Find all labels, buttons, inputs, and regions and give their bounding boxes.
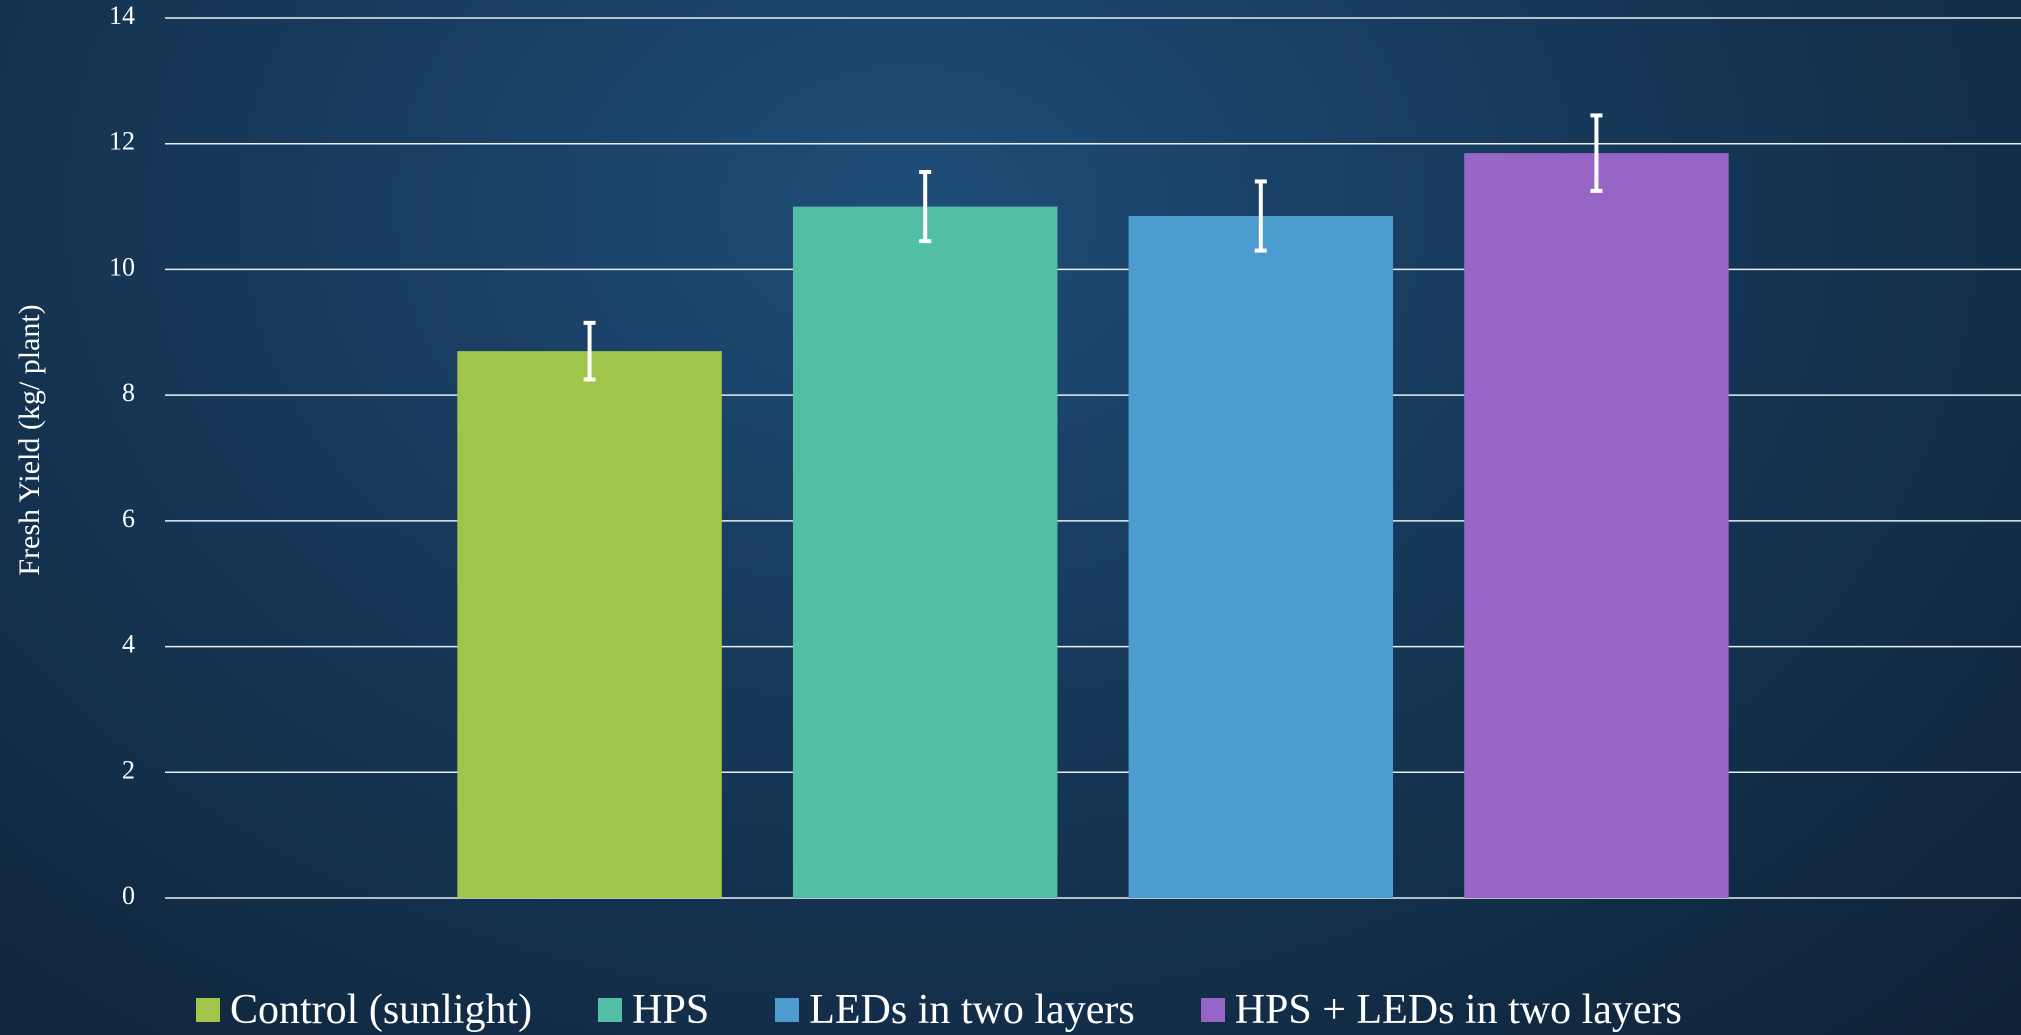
bar [1128,216,1394,898]
bar [792,206,1058,899]
y-tick-label: 10 [109,252,135,281]
legend-label: HPS [632,987,710,1033]
y-tick-label: 6 [122,504,135,533]
y-tick-label: 14 [109,1,135,30]
legend-label: HPS + LEDs in two layers [1234,987,1682,1033]
legend-swatch [775,998,800,1022]
legend-item: HPS [598,986,709,1034]
legend-label: Control (sunlight) [230,987,533,1033]
error-bar [1590,113,1603,193]
error-bar [919,170,932,244]
legend-swatch [598,998,623,1022]
legend-item: Control (sunlight) [196,986,532,1034]
y-tick-label: 12 [109,127,135,156]
legend-item: HPS + LEDs in two layers [1200,986,1682,1034]
y-tick-label: 2 [122,755,135,784]
error-bar [583,320,596,382]
bar [457,351,722,899]
y-tick-label: 8 [122,378,135,407]
error-bar [1254,179,1267,253]
legend-swatch [1200,998,1225,1022]
legend-item: LEDs in two layers [775,986,1135,1034]
y-axis-label: Fresh Yield (kg/ plant) [13,304,46,575]
legend-swatch [196,998,220,1022]
legend: Control (sunlight) HPS LEDs in two layers H… [196,986,1682,1034]
y-tick-label: 4 [122,630,135,659]
bar [1464,153,1729,899]
y-tick-label: 0 [122,881,135,910]
legend-label: LEDs in two layers [809,987,1135,1033]
